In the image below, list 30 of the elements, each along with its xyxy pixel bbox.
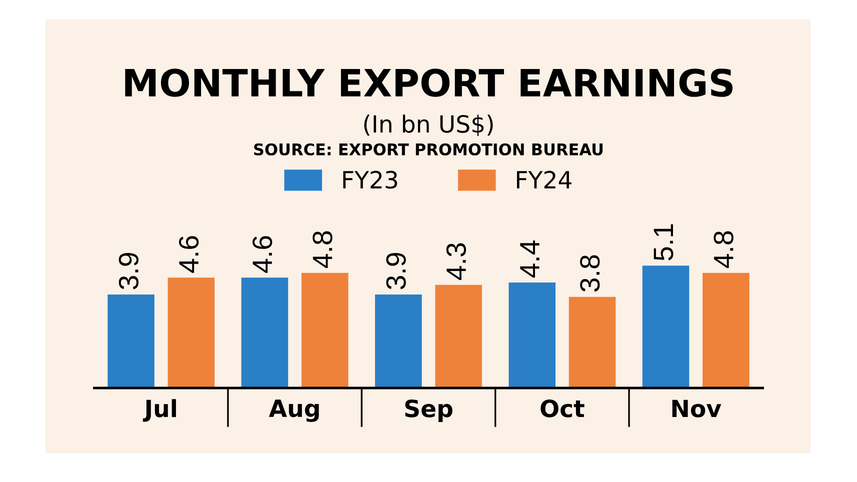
legend-label: FY23: [343, 170, 398, 189]
x-tick-label: Jul: [142, 399, 176, 422]
chart-title: MONTHLY EXPORT EARNINGS: [125, 68, 733, 97]
x-tick-label: Sep: [405, 400, 452, 422]
data-label: 4.8: [714, 231, 734, 268]
data-label: 5.1: [654, 224, 674, 260]
data-label: 4.6: [252, 236, 272, 273]
data-label: 3.9: [118, 252, 138, 290]
bar: [168, 278, 215, 388]
x-tick-label: Aug: [268, 400, 319, 422]
x-tick-label: Nov: [672, 400, 722, 418]
data-label: 3.9: [386, 252, 406, 290]
data-label: 4.8: [312, 231, 332, 268]
bar: [375, 294, 422, 388]
bar: [508, 282, 556, 388]
legend-label: FY24: [516, 170, 572, 188]
x-tick-label: Oct: [540, 400, 584, 418]
source-note: SOURCE: EXPORT PROMOTION BUREAU: [254, 143, 603, 156]
chart-subtitle: (In bn US$): [364, 114, 493, 136]
data-label: 4.6: [178, 236, 199, 273]
bar: [702, 272, 750, 388]
bar: [642, 266, 690, 388]
bar: [108, 294, 154, 388]
bar: [568, 296, 616, 388]
data-label: 4.3: [446, 243, 466, 280]
bar: [435, 284, 482, 388]
bar: [241, 278, 288, 388]
bar: [301, 272, 348, 388]
data-label: 3.8: [580, 255, 600, 292]
data-label: 4.4: [520, 240, 540, 278]
